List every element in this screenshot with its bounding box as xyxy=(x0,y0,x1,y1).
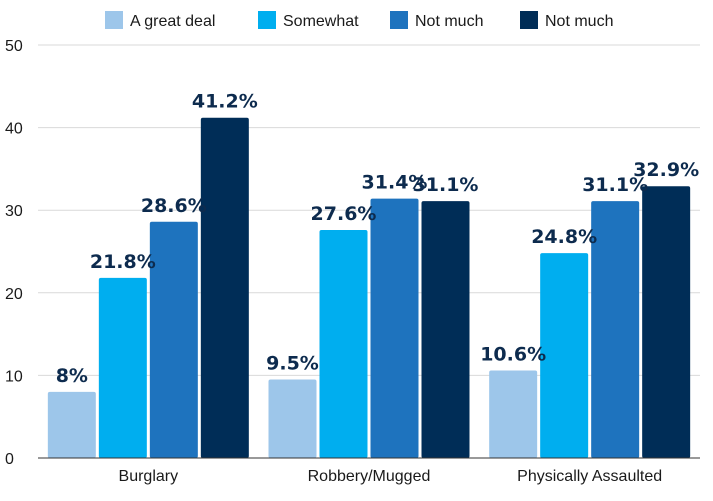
bar xyxy=(489,370,538,458)
bar xyxy=(421,201,470,458)
data-label: 10.6% xyxy=(480,343,546,365)
data-label: 24.8% xyxy=(531,226,597,248)
y-tick-label: 10 xyxy=(5,368,23,385)
y-tick-label: 20 xyxy=(5,286,23,303)
data-label: 9.5% xyxy=(266,353,319,375)
category-label: Physically Assaulted xyxy=(517,468,662,485)
legend-swatch xyxy=(258,11,276,29)
bar xyxy=(98,277,147,458)
data-label: 31.1% xyxy=(582,174,648,196)
y-axis: 0 10 20 30 40 50 xyxy=(5,38,23,468)
data-label: 8% xyxy=(56,365,88,387)
bar xyxy=(47,391,96,458)
y-tick-label: 30 xyxy=(5,203,23,220)
legend: A great deal Somewhat Not much Not much xyxy=(105,11,613,30)
bar xyxy=(540,253,589,458)
data-label: 21.8% xyxy=(90,251,156,273)
data-label: 31.1% xyxy=(413,174,479,196)
bar xyxy=(268,379,317,458)
bars xyxy=(47,117,691,459)
legend-label: Not much xyxy=(415,13,483,30)
legend-label: A great deal xyxy=(130,13,215,30)
bar xyxy=(591,201,640,458)
legend-swatch xyxy=(520,11,538,29)
legend-swatch xyxy=(105,11,123,29)
gridlines xyxy=(38,44,700,376)
x-axis: Burglary Robbery/Mugged Physically Assault… xyxy=(38,457,700,485)
legend-label: Not much xyxy=(545,13,613,30)
legend-label: Somewhat xyxy=(283,13,359,30)
legend-swatch xyxy=(390,11,408,29)
data-label: 27.6% xyxy=(311,203,377,225)
data-label: 32.9% xyxy=(633,159,699,181)
data-label: 41.2% xyxy=(192,91,258,113)
bar xyxy=(319,230,368,458)
data-label: 31.4% xyxy=(362,172,428,194)
bar xyxy=(149,221,198,458)
bar xyxy=(200,117,249,459)
category-label: Burglary xyxy=(119,468,179,485)
y-tick-label: 0 xyxy=(5,451,14,468)
y-tick-label: 50 xyxy=(5,38,23,55)
data-label: 28.6% xyxy=(141,195,207,217)
category-label: Robbery/Mugged xyxy=(308,468,431,485)
bar xyxy=(642,186,691,458)
data-labels: 8%21.8%28.6%41.2%9.5%27.6%31.4%31.1%10.6… xyxy=(56,91,699,387)
y-tick-label: 40 xyxy=(5,121,23,138)
bar xyxy=(370,198,419,459)
